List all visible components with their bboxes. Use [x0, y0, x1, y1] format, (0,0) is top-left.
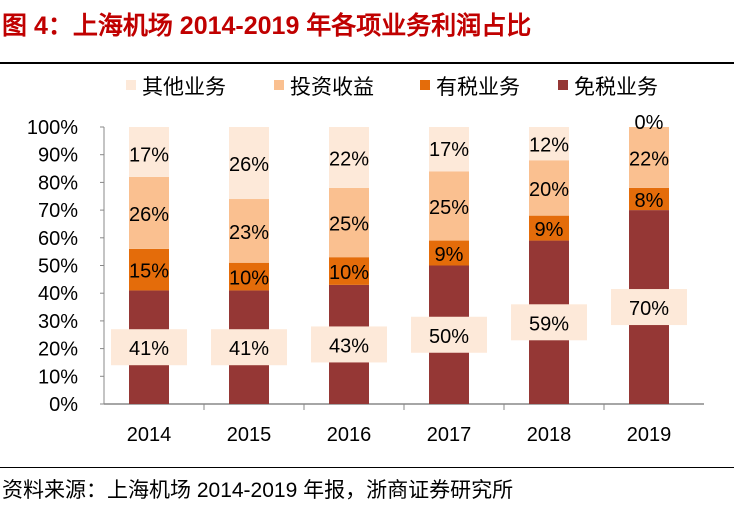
data-label: 50% [429, 326, 469, 348]
bar-segment [229, 127, 269, 200]
x-tick-label: 2015 [227, 424, 272, 446]
bar-segment [329, 127, 369, 188]
bar-segment [629, 187, 669, 211]
data-label: 25% [429, 197, 469, 219]
legend-label: 其他业务 [142, 76, 226, 99]
data-label: 9% [435, 244, 464, 266]
x-tick-label: 2016 [327, 424, 372, 446]
legend-swatch [420, 80, 430, 90]
data-label: 0% [635, 112, 664, 134]
bar-segment [529, 160, 569, 216]
data-label-box [111, 329, 187, 366]
data-label: 26% [229, 154, 269, 176]
legend-swatch [558, 80, 568, 90]
y-tick-label: 80% [38, 172, 78, 194]
bar-segment [329, 187, 369, 258]
data-label: 41% [129, 338, 169, 360]
x-tick-label: 2014 [127, 424, 172, 446]
data-label-box [311, 326, 387, 363]
data-label: 15% [129, 261, 169, 283]
y-tick-label: 100% [27, 117, 78, 139]
y-tick-label: 0% [49, 394, 78, 416]
data-label-box [511, 304, 587, 341]
data-label: 17% [129, 144, 169, 166]
bar-segment [129, 127, 169, 177]
x-tick-label: 2019 [627, 424, 672, 446]
data-label: 41% [229, 338, 269, 360]
data-label-box [411, 316, 487, 353]
data-label: 43% [329, 335, 369, 357]
x-tick-label: 2017 [427, 424, 472, 446]
x-tick-label: 2018 [527, 424, 572, 446]
legend-swatch [126, 80, 136, 90]
stacked-bar-chart: 0% 10% 20% 30% 40% 50% 60% 70% 80% 90% 100% 2014 41%… [27, 76, 704, 446]
data-label: 12% [529, 135, 569, 157]
y-tick-label: 90% [38, 145, 78, 167]
bar-segment [229, 262, 269, 291]
y-tick-label: 40% [38, 283, 78, 305]
data-label: 20% [529, 179, 569, 201]
data-label: 9% [535, 219, 564, 241]
figure-title: 图 4：上海机场 2014-2019 年各项业务利润占比 [2, 12, 532, 40]
data-label: 8% [635, 190, 664, 212]
data-label-box [611, 289, 687, 326]
y-tick-label: 20% [38, 339, 78, 361]
data-label: 26% [129, 204, 169, 226]
y-tick-label: 50% [38, 256, 78, 278]
legend-label: 投资收益 [290, 76, 374, 99]
legend-label: 免税业务 [574, 76, 658, 99]
data-label: 10% [329, 262, 369, 284]
data-label: 22% [629, 148, 669, 170]
bar-segment [129, 176, 169, 249]
title-divider [0, 62, 734, 64]
source-note: 资料来源：上海机场 2014-2019 年报，浙商证券研究所 [2, 479, 514, 502]
bar-segment [629, 127, 669, 188]
source-divider [0, 467, 734, 468]
bar-segment [429, 127, 469, 172]
y-tick-label: 60% [38, 228, 78, 250]
bar-segment [429, 240, 469, 266]
y-tick-label: 70% [38, 200, 78, 222]
data-label: 25% [329, 214, 369, 236]
data-label-box [211, 329, 287, 366]
y-tick-label: 30% [38, 311, 78, 333]
legend-swatch [274, 80, 284, 90]
data-label: 23% [229, 222, 269, 244]
legend-label: 有税业务 [436, 76, 520, 99]
data-label: 70% [629, 298, 669, 320]
data-label: 10% [229, 268, 269, 290]
y-tick-label: 10% [38, 366, 78, 388]
data-label: 17% [429, 139, 469, 161]
bar-segment [529, 127, 569, 161]
bar-segment [429, 171, 469, 241]
bar-segment [529, 215, 569, 241]
bar-segment [129, 248, 169, 291]
data-label: 22% [329, 148, 369, 170]
bar-segment [229, 199, 269, 263]
bar-segment [329, 257, 369, 285]
data-label: 59% [529, 313, 569, 335]
